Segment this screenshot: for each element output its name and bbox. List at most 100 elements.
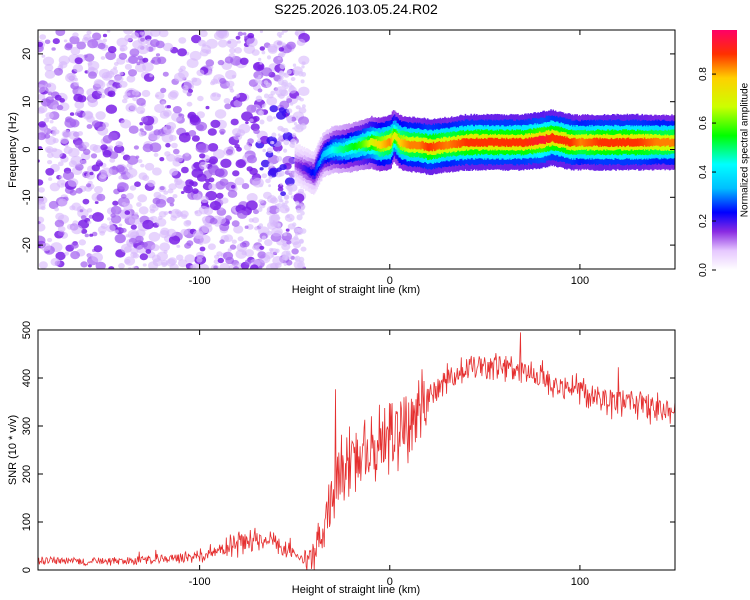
noise-blob xyxy=(295,124,302,130)
ridge-cell xyxy=(579,138,582,147)
noise-blob xyxy=(242,32,247,36)
noise-blob xyxy=(216,207,227,216)
noise-blob xyxy=(136,97,146,106)
ridge-cell xyxy=(626,137,629,146)
noise-blob xyxy=(194,210,199,214)
ridge-cell xyxy=(666,138,669,146)
noise-blob xyxy=(87,39,99,49)
ridge-cell xyxy=(569,139,572,147)
ridge-cell xyxy=(652,137,655,146)
ridge-cell xyxy=(323,151,325,158)
noise-blob xyxy=(38,261,48,269)
noise-blob xyxy=(186,240,194,247)
noise-blob xyxy=(76,206,85,213)
noise-blob xyxy=(163,190,169,195)
ridge-cell xyxy=(320,154,323,161)
ridge-cell xyxy=(618,138,621,146)
ridge-cell xyxy=(494,137,496,146)
noise-blob xyxy=(282,240,287,244)
noise-blob xyxy=(77,131,83,136)
ridge-cell xyxy=(530,137,533,145)
noise-blob xyxy=(227,248,232,252)
noise-blob xyxy=(231,220,240,227)
ridge-cell xyxy=(297,162,299,169)
ridge-cell xyxy=(413,140,415,149)
ridge-cell xyxy=(633,138,635,147)
noise-blob xyxy=(132,40,143,49)
noise-blob xyxy=(276,202,283,209)
noise-blob xyxy=(243,144,252,151)
noise-blob xyxy=(266,96,278,106)
noise-blob xyxy=(94,201,99,204)
ridge-cell xyxy=(615,138,617,147)
noise-blob xyxy=(163,126,168,131)
noise-blob xyxy=(254,226,259,231)
noise-blob xyxy=(120,151,125,155)
noise-blob xyxy=(208,183,217,191)
ridge-cell xyxy=(446,141,448,150)
noise-blob xyxy=(51,126,57,132)
noise-blob xyxy=(169,202,175,207)
ridge-cell xyxy=(335,146,338,154)
ridge-cell xyxy=(665,138,667,146)
ridge-cell xyxy=(485,138,487,147)
noise-blob xyxy=(87,98,99,108)
ridge-cell xyxy=(396,134,398,142)
noise-blob xyxy=(113,144,125,154)
noise-blob xyxy=(234,47,243,54)
ridge-cell xyxy=(613,139,615,147)
ridge-cell xyxy=(659,139,662,147)
noise-blob xyxy=(142,57,149,63)
noise-blob xyxy=(208,156,218,165)
noise-blob xyxy=(233,266,239,269)
ridge-cell xyxy=(514,138,517,147)
noise-blob xyxy=(195,121,208,132)
ridge-cell xyxy=(366,140,369,148)
ridge-cell xyxy=(379,141,381,149)
noise-blob xyxy=(281,202,286,206)
noise-blob xyxy=(300,79,305,84)
ridge-cell xyxy=(449,139,452,148)
ridge-cell xyxy=(405,140,407,149)
noise-blob xyxy=(140,163,145,168)
ridge-cell xyxy=(412,141,414,150)
ridge-cell xyxy=(343,146,346,153)
ridge-cell xyxy=(512,137,515,146)
noise-blob xyxy=(175,180,186,189)
ridge-cell xyxy=(664,139,666,147)
noise-blob xyxy=(210,92,221,102)
ridge-cell xyxy=(566,136,568,145)
ridge-cell xyxy=(362,140,364,148)
noise-blob xyxy=(257,80,263,85)
noise-blob xyxy=(252,245,258,251)
ridge-cell xyxy=(506,138,509,147)
ridge-cell xyxy=(616,137,618,146)
ridge-cell xyxy=(367,140,370,148)
noise-blob xyxy=(119,71,124,76)
x-tick-label: -100 xyxy=(189,275,211,287)
ridge-cell xyxy=(406,140,408,149)
noise-blob xyxy=(177,259,188,268)
ridge-cell xyxy=(428,143,430,152)
noise-blob xyxy=(258,183,264,188)
noise-blob xyxy=(279,70,284,75)
noise-blob xyxy=(300,123,307,130)
noise-blob xyxy=(196,69,205,77)
ridge-cell xyxy=(420,142,422,150)
noise-blob xyxy=(52,147,58,152)
ridge-cell xyxy=(368,139,371,147)
noise-blob xyxy=(283,139,290,146)
noise-blob xyxy=(99,230,106,236)
ridge-cell xyxy=(330,147,332,154)
noise-blob xyxy=(63,39,68,43)
noise-blob xyxy=(49,120,54,124)
ridge-cell xyxy=(340,145,342,153)
ridge-cell xyxy=(445,140,447,149)
noise-blob xyxy=(125,167,138,178)
noise-blob xyxy=(200,196,209,203)
ridge-cell xyxy=(500,138,502,147)
noise-blob xyxy=(286,108,293,114)
ridge-cell xyxy=(630,138,632,147)
noise-blob xyxy=(150,39,160,48)
ridge-cell xyxy=(632,138,634,147)
